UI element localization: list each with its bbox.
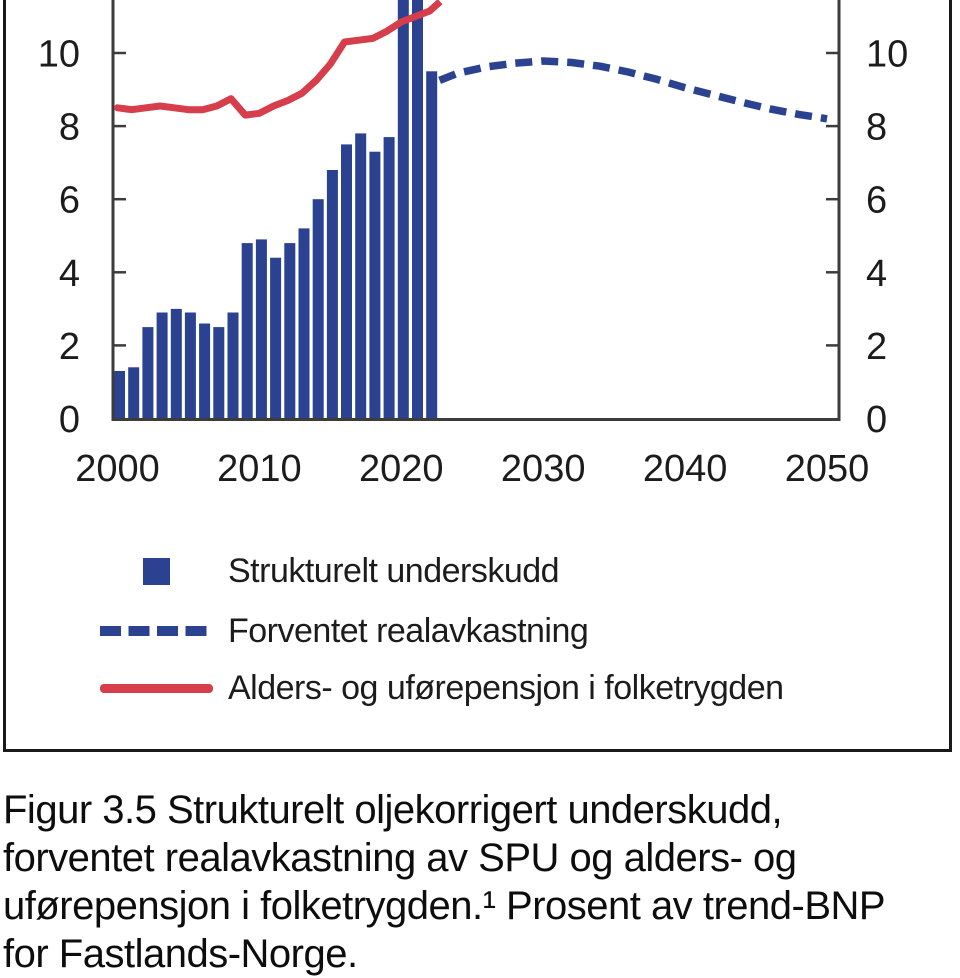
caption-line-3: uførepensjon i folketrygden.¹ Prosent av… [3,884,886,928]
line-forventet-realavkastning [438,57,828,123]
solid-line-swatch-icon [100,683,213,693]
axes [111,0,841,421]
y-label-right-8: 8 [866,107,887,149]
y-label-right-2: 2 [866,326,887,368]
bar-2013 [298,228,310,420]
bar-2009 [241,243,253,420]
legend-label: Alders- og uførepensjon i folketrygden [228,668,784,707]
y-label-left-2: 2 [59,326,80,368]
bar-2020 [397,0,409,420]
bar-2000 [114,371,125,420]
legend-item-pension: Alders- og uførepensjon i folketrygden [100,668,784,707]
bar-2001 [128,367,140,420]
y-label-left-4: 4 [59,253,80,295]
y-label-right-10: 10 [866,34,908,76]
bar-2007 [213,327,225,420]
bar-series-strukturelt-underskudd [114,0,438,420]
y-label-left-10: 10 [38,34,80,76]
bar-2021 [412,0,423,420]
bar-2011 [270,257,282,420]
figure-caption: Figur 3.5 Strukturelt oljekorrigert unde… [3,786,933,978]
y-label-left-8: 8 [59,107,80,149]
line-alders-og-uforepensjon-projection [427,0,448,14]
caption-line-1: Figur 3.5 Strukturelt oljekorrigert unde… [3,788,783,832]
y-label-right-0: 0 [866,399,887,441]
bar-2006 [199,323,211,420]
x-label-2040: 2040 [643,448,728,490]
line-alders-og-uforepensjon [114,7,434,119]
caption-line-4: for Fastlands-Norge. [3,932,358,976]
y-label-right-4: 4 [866,253,887,295]
x-axis-labels: 2000 2010 2020 2030 2040 2050 [75,448,869,490]
bar-2012 [284,243,296,420]
y-label-right-6: 6 [866,180,887,222]
legend-label: Forventet realavkastning [228,611,589,650]
bar-2004 [170,308,182,420]
bar-2018 [369,151,381,420]
bar-2014 [312,199,324,420]
bar-2017 [355,133,367,420]
y-label-left-6: 6 [59,180,80,222]
bar-2022 [426,71,438,420]
caption-line-2: forventet realavkastning av SPU og alder… [3,836,797,880]
bar-2002 [142,327,154,420]
y-label-left-0: 0 [59,399,80,441]
chart-svg: 0 0 2 2 4 4 6 6 8 8 10 10 2000 2010 2020 2030 2040 2050 [38,0,909,490]
x-label-2020: 2020 [359,448,444,490]
bar-2016 [341,144,352,420]
x-label-2050: 2050 [785,448,870,490]
bar-2010 [255,239,267,420]
x-label-2000: 2000 [75,448,160,490]
figure-box-border [3,0,952,752]
bar-swatch-icon [143,557,170,585]
y-axis-labels: 0 0 2 2 4 4 6 6 8 8 10 10 [38,34,909,442]
bar-2003 [156,312,168,420]
legend-label: Strukturelt underskudd [228,551,560,590]
x-label-2030: 2030 [501,448,586,490]
legend-item-expected-real-return: Forventet realavkastning [100,611,589,650]
chart-plot-area: 0 0 2 2 4 4 6 6 8 8 10 10 2000 2010 2020 2030 2040 2050 [38,0,909,490]
bar-2005 [184,312,196,420]
bar-2019 [383,137,395,420]
bar-2015 [326,170,338,420]
dashed-line-swatch-icon [100,626,213,636]
bar-2008 [227,312,239,420]
legend-item-structural-deficit: Strukturelt underskudd [100,551,560,590]
x-label-2010: 2010 [217,448,302,490]
